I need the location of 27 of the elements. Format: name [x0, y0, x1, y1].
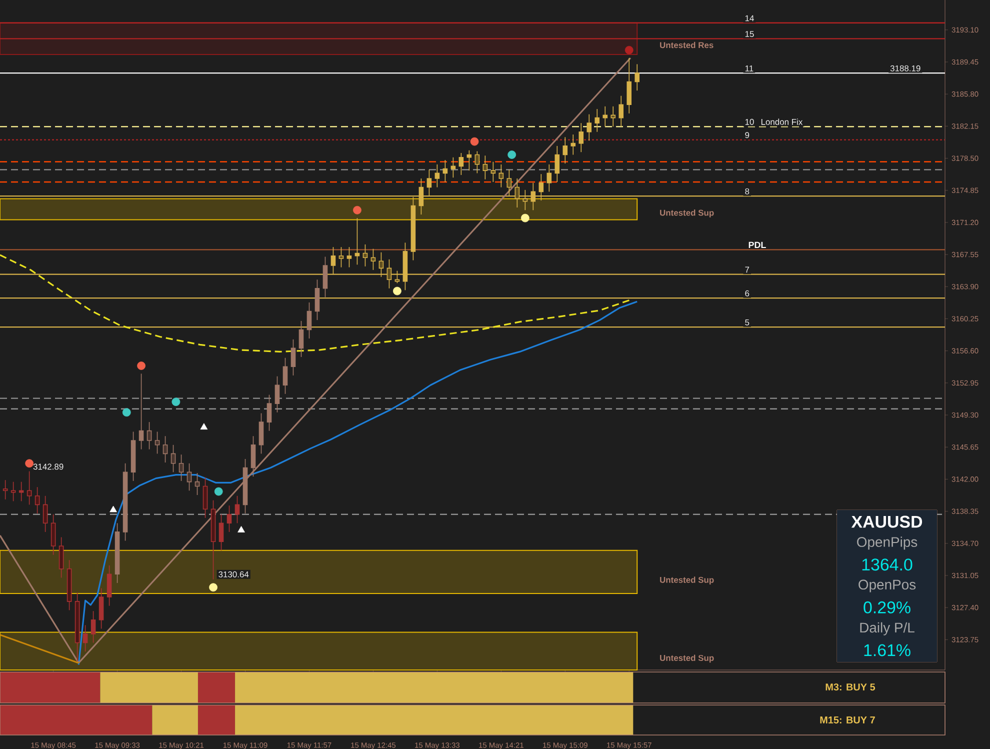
ref-line-label: PDL [748, 242, 766, 248]
band-label: Untested Sup [660, 654, 714, 663]
annotation: Daily P/L [860, 622, 914, 636]
annotation: 3130.64 [218, 571, 249, 578]
annotation: 1364.0 [862, 558, 912, 571]
annotation: 7 [745, 266, 750, 273]
band-label: Untested Res [660, 42, 714, 48]
annotation: XAUUSD [851, 516, 922, 528]
annotation: 10 [745, 118, 754, 125]
band-label: Untested Sup [660, 576, 714, 585]
annotation: 0.29% [864, 601, 910, 614]
annotation: 5 [745, 319, 750, 326]
annotation: 3142.89 [33, 464, 64, 470]
annotation: 15 [745, 31, 754, 37]
text: M3: BUY 5 [826, 683, 876, 691]
annotation: 8 [745, 188, 750, 194]
annotation: 14 [745, 15, 754, 22]
annotation: 11 [745, 66, 754, 72]
annotation: 9 [745, 132, 750, 138]
annotation: 6 [745, 290, 750, 296]
band-label: Untested Sup [660, 210, 714, 218]
annotation: OpenPips [857, 536, 918, 550]
annotation: London Fix [761, 118, 803, 125]
text: M15: BUY 7 [820, 716, 875, 724]
annotation: 3188.19 [890, 65, 920, 72]
annotation: 1.61% [864, 644, 910, 656]
annotation: OpenPos [858, 580, 916, 592]
